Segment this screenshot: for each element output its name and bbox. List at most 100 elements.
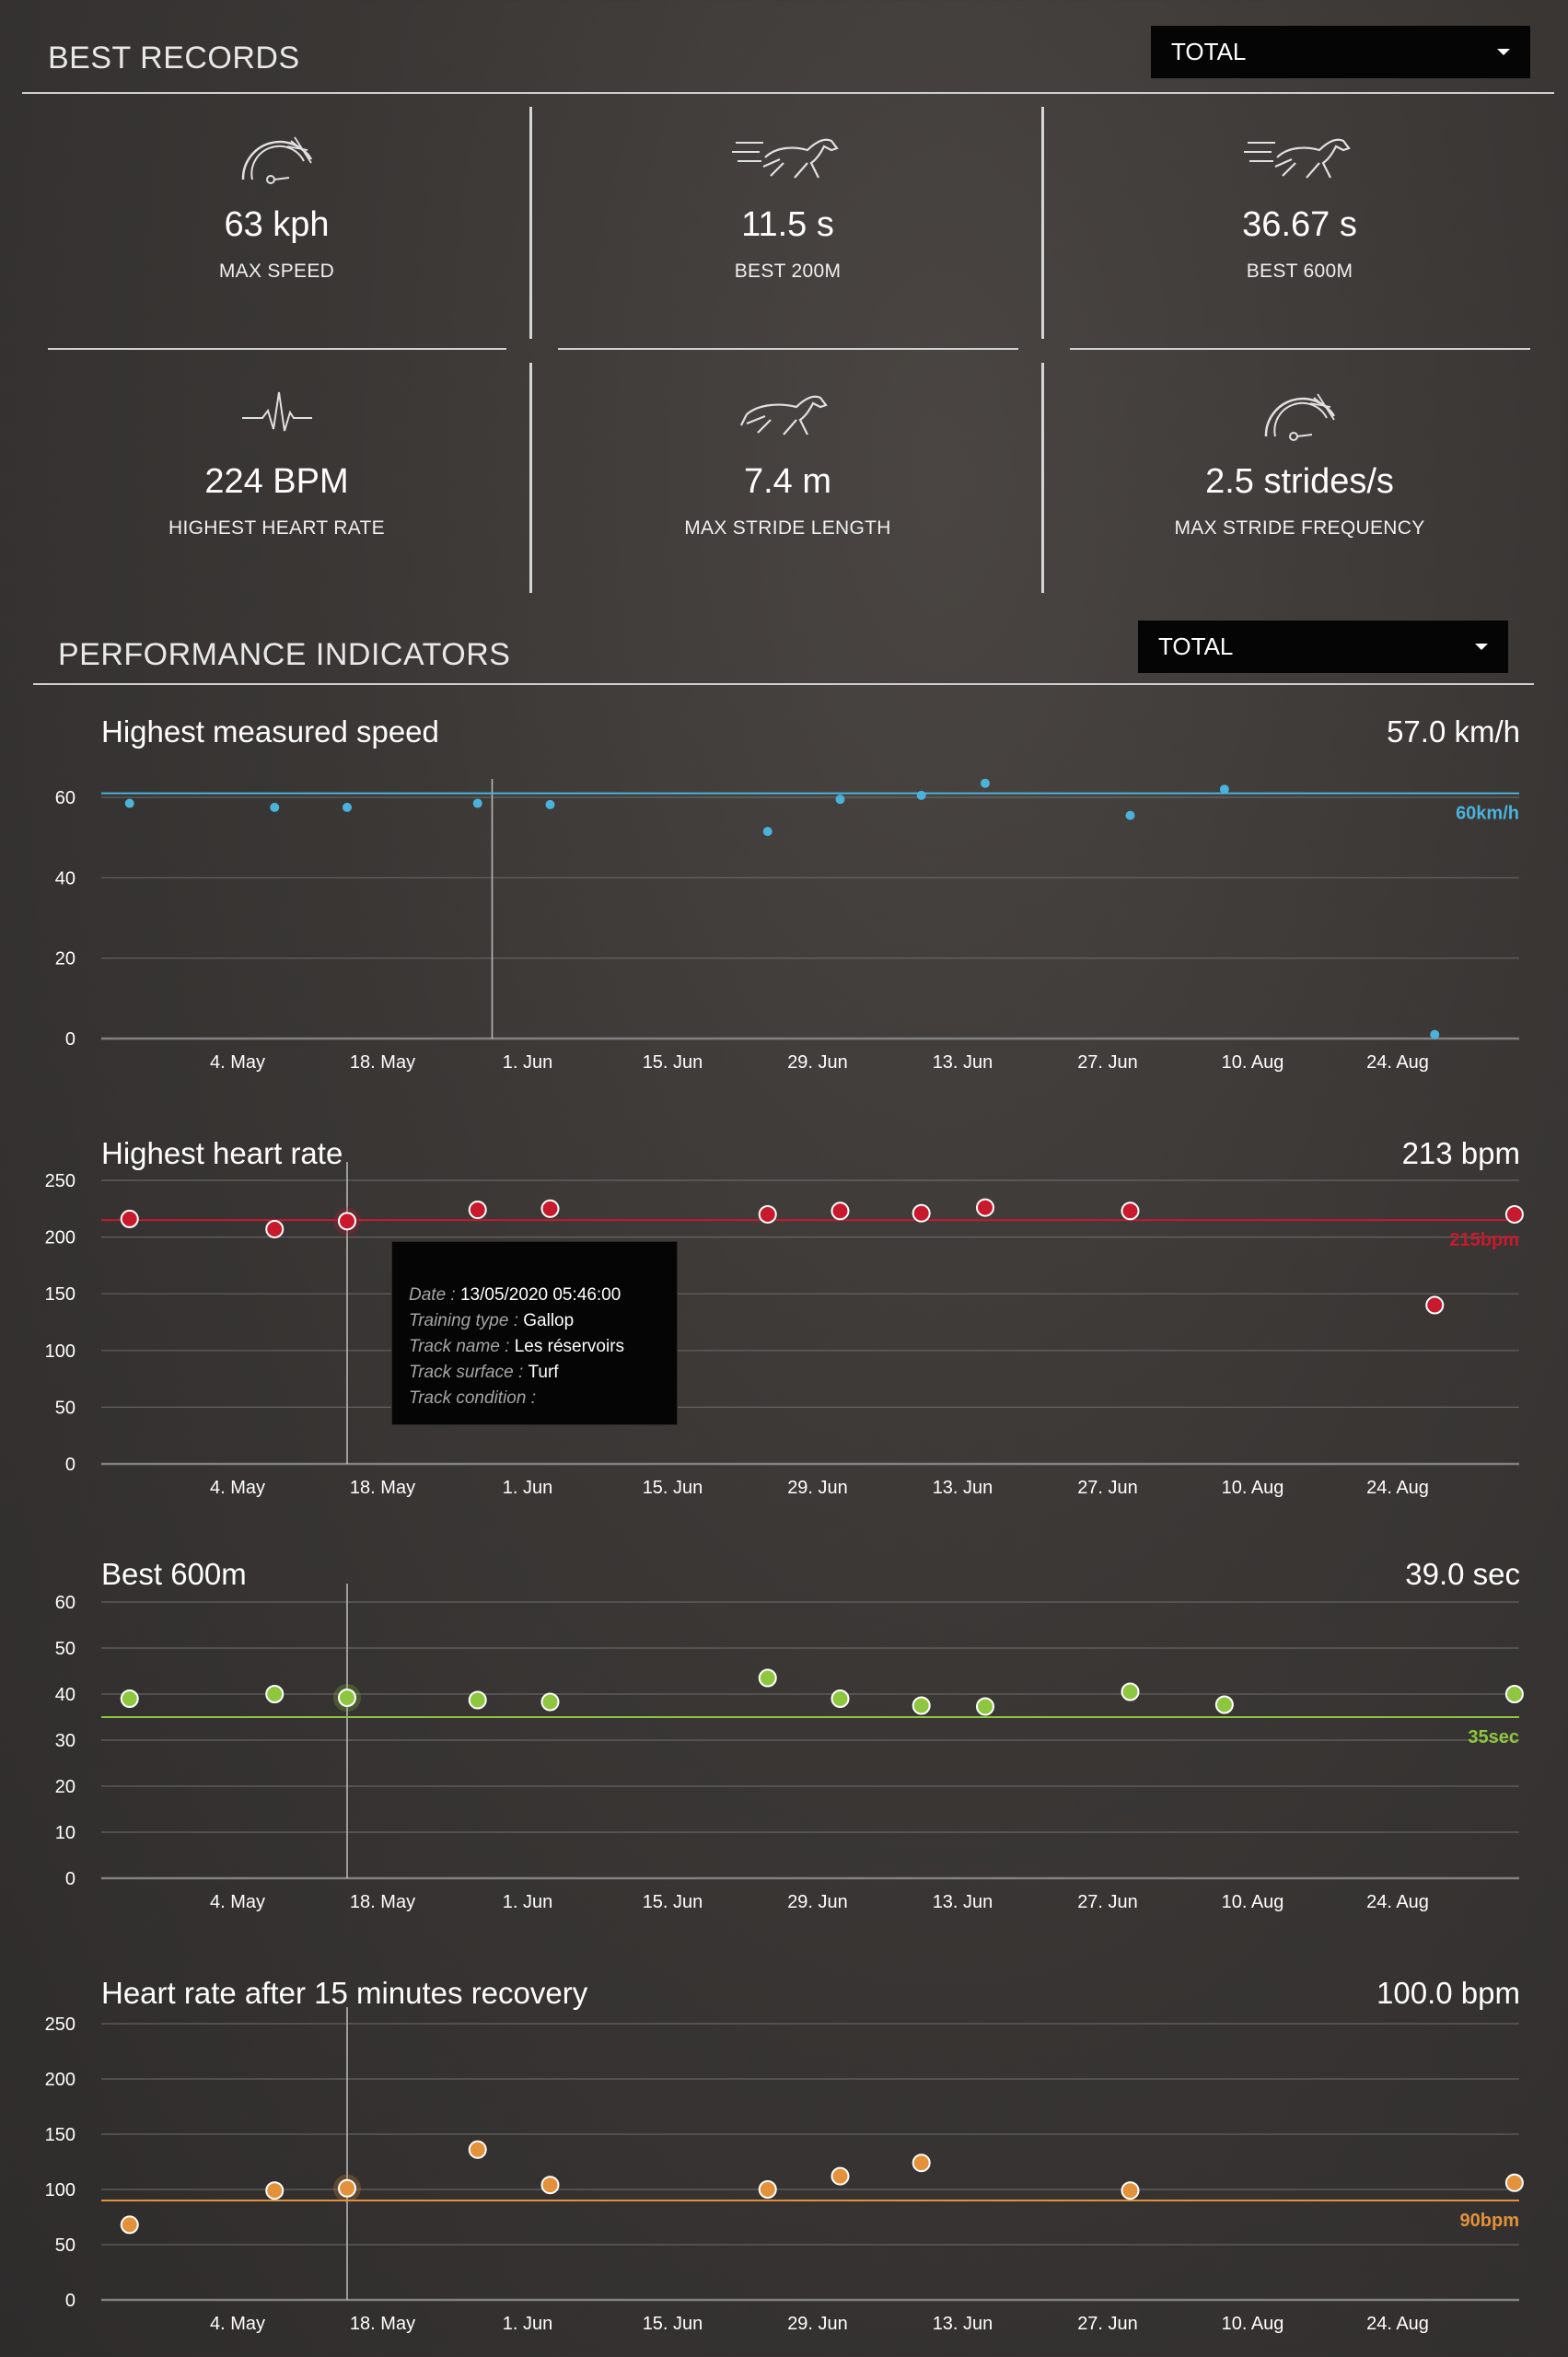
x-tick-label: 4. May	[210, 2314, 265, 2334]
data-point	[1121, 1202, 1140, 1221]
tooltip-key: Track condition :	[409, 1388, 536, 1408]
x-tick-label: 10. Aug	[1222, 2314, 1284, 2334]
x-tick-label: 29. Jun	[787, 2314, 848, 2334]
record-value: 2.5 strides/s	[1205, 462, 1394, 501]
data-point	[270, 802, 280, 812]
data-point	[1504, 1685, 1524, 1703]
tooltip-date: 13/05/2020 05:46:00	[459, 1285, 621, 1305]
data-point	[830, 1689, 850, 1708]
threshold-label: 90bpm	[1460, 2211, 1519, 2231]
chart-summary-value: 213 bpm	[1401, 1136, 1520, 1170]
x-tick-label: 24. Aug	[1366, 1478, 1429, 1498]
tooltip-key: Track name :	[409, 1337, 515, 1356]
record-label: HIGHEST HEART RATE	[168, 517, 385, 539]
data-point	[1504, 2173, 1524, 2192]
data-point	[265, 2181, 285, 2200]
x-tick-label: 1. Jun	[503, 1892, 552, 1912]
y-tick-label: 0	[65, 1455, 75, 1475]
data-point	[1430, 1029, 1440, 1039]
x-tick-label: 1. Jun	[503, 2314, 552, 2334]
performance-period-select[interactable]: TOTAL	[1138, 621, 1508, 673]
threshold-label: 60km/h	[1456, 804, 1519, 824]
x-tick-label: 4. May	[210, 1052, 265, 1073]
record-label: BEST 600M	[1246, 261, 1353, 282]
data-point	[1214, 1695, 1234, 1714]
data-point	[912, 1203, 931, 1223]
y-tick-label: 60	[55, 1593, 75, 1613]
records-row-divider	[1070, 348, 1530, 350]
data-point	[540, 1692, 560, 1712]
data-point	[830, 2166, 850, 2186]
data-point	[120, 1689, 139, 1708]
record-label: BEST 200M	[734, 261, 842, 282]
x-tick-label: 18. May	[350, 2314, 415, 2334]
recovery-heart-rate-chart: 0 50 100 150 200 250 4. May 18. May 1. Jun 15. Ju…	[45, 2007, 1524, 2334]
tooltip-key: Training type :	[409, 1311, 524, 1330]
best-records-title: BEST RECORDS	[48, 41, 300, 75]
x-tick-label: 4. May	[210, 1478, 265, 1498]
y-tick-label: 0	[65, 1029, 75, 1050]
records-row-divider	[558, 348, 1018, 350]
data-point	[468, 1690, 487, 1710]
data-point	[912, 1696, 931, 1715]
record-label: MAX SPEED	[218, 261, 335, 282]
x-tick-label: 10. Aug	[1222, 1892, 1284, 1912]
data-point	[1504, 1204, 1524, 1224]
data-point	[758, 1204, 777, 1224]
tooltip-track-surface: Turf	[528, 1363, 559, 1382]
data-point	[545, 799, 555, 809]
data-point	[835, 795, 845, 805]
best-600m-chart: 0 10 20 30 40 50 60 4. May 18. May 1. Jun 15. Jun 2…	[55, 1584, 1524, 1912]
x-tick-label: 18. May	[350, 1478, 415, 1498]
x-tick-label: 13. Jun	[933, 2314, 993, 2334]
data-point	[981, 778, 990, 788]
y-tick-label: 100	[45, 2180, 75, 2200]
y-tick-label: 50	[55, 1398, 75, 1418]
record-separator	[529, 107, 532, 339]
best-records-divider	[22, 92, 1554, 94]
chevron-down-icon	[1475, 644, 1488, 650]
x-tick-label: 29. Jun	[787, 1052, 848, 1073]
y-tick-label: 150	[45, 2125, 75, 2145]
x-tick-label: 1. Jun	[503, 1478, 552, 1498]
x-tick-label: 13. Jun	[933, 1052, 993, 1073]
x-tick-label: 29. Jun	[787, 1478, 848, 1498]
data-point	[343, 802, 352, 812]
data-point	[540, 2176, 560, 2195]
record-max-stride-length: 7.4 m MAX STRIDE LENGTH	[532, 363, 1043, 602]
performance-indicators-title: PERFORMANCE INDICATORS	[58, 637, 511, 672]
y-tick-label: 50	[55, 1639, 75, 1659]
data-point	[468, 1201, 487, 1220]
y-tick-label: 60	[55, 788, 75, 808]
performance-period-value: TOTAL	[1158, 633, 1234, 660]
speed-chart: 0 20 40 60 4. May 18. May 1. Jun 15. Jun 29. Jun…	[55, 778, 1519, 1073]
y-tick-label: 20	[55, 949, 75, 970]
record-best-600m: 36.67 s BEST 600M	[1044, 106, 1555, 345]
y-tick-label: 10	[55, 1823, 75, 1843]
x-tick-label: 15. Jun	[643, 1478, 703, 1498]
data-point	[758, 1668, 777, 1688]
data-point	[468, 2140, 487, 2159]
best-records-period-select[interactable]: TOTAL	[1151, 26, 1530, 78]
record-separator	[1041, 107, 1044, 339]
y-tick-label: 40	[55, 868, 75, 888]
chart-title: Highest heart rate	[101, 1136, 343, 1170]
data-point	[976, 1198, 994, 1217]
chart-title: Best 600m	[101, 1557, 247, 1591]
x-tick-label: 27. Jun	[1077, 1892, 1138, 1912]
record-best-200m: 11.5 s BEST 200M	[532, 106, 1043, 345]
record-value: 224 BPM	[204, 462, 349, 501]
y-tick-label: 150	[45, 1284, 75, 1305]
y-tick-label: 50	[55, 2235, 75, 2256]
heartbeat-icon	[240, 379, 314, 448]
data-point	[1219, 784, 1229, 795]
records-row-divider	[48, 348, 506, 350]
threshold-label: 215bpm	[1449, 1230, 1519, 1250]
record-highest-heart-rate: 224 BPM HIGHEST HEART RATE	[21, 363, 532, 602]
speedometer-icon	[1259, 379, 1342, 448]
data-point	[762, 827, 772, 837]
record-separator	[529, 363, 532, 593]
x-tick-label: 27. Jun	[1077, 2314, 1138, 2334]
data-point	[265, 1685, 285, 1703]
y-tick-label: 40	[55, 1685, 75, 1705]
